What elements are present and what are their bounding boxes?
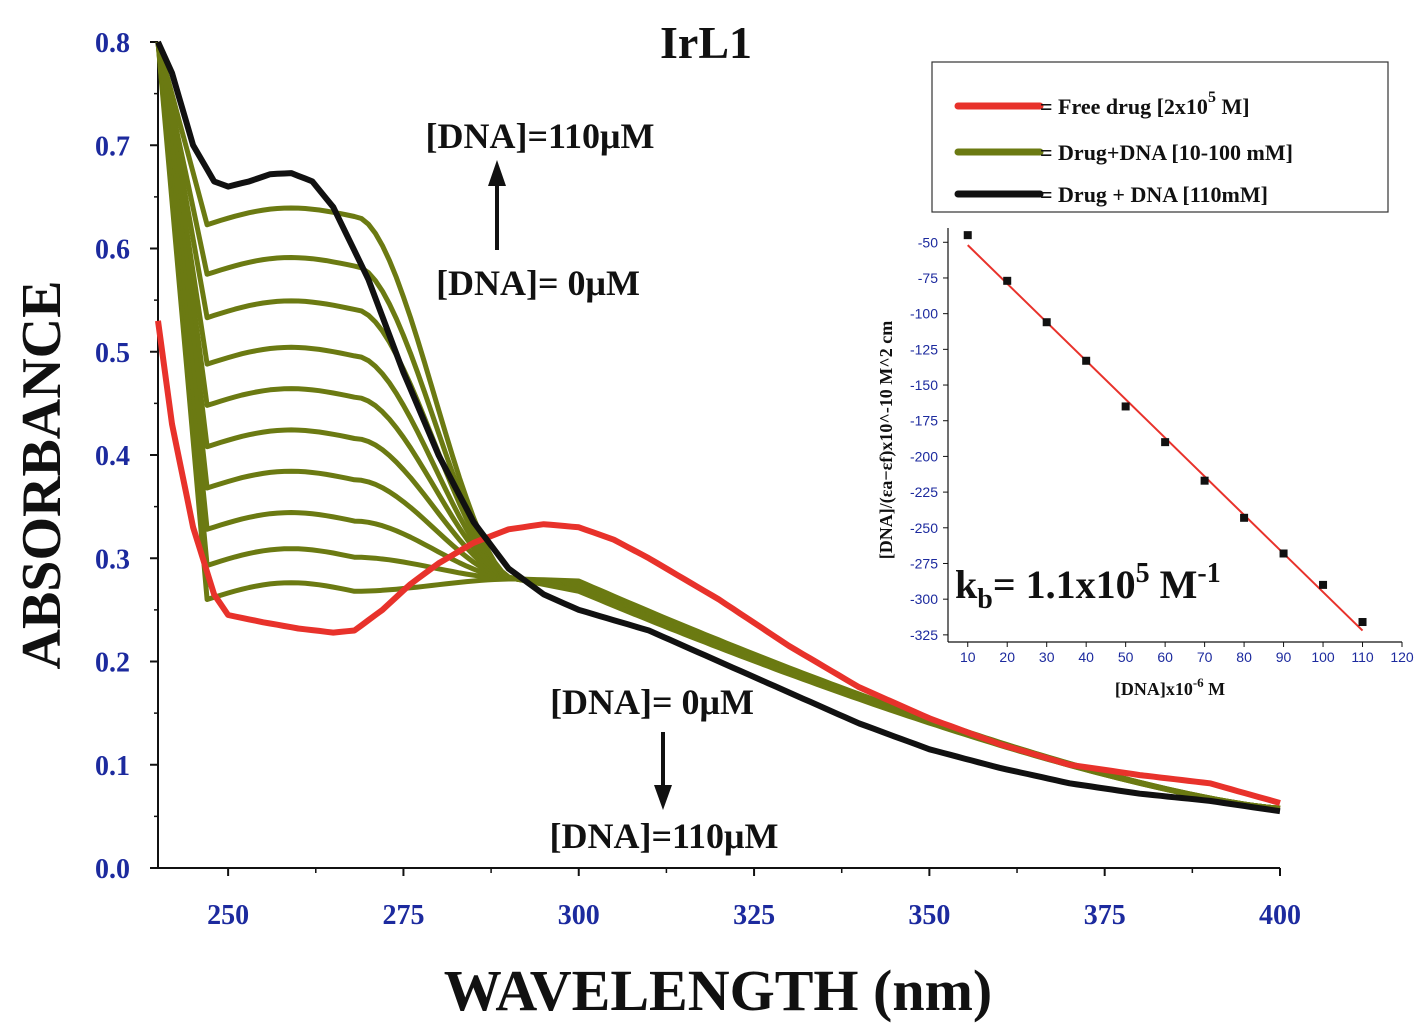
inset-y-tick-label: -250 [910,520,938,536]
inset-x-tick-label: 10 [960,649,976,665]
y-tick-label: 0.3 [95,544,130,575]
inset-x-tick-label: 100 [1311,649,1335,665]
inset-x-tick-label: 40 [1078,649,1094,665]
annotation-top-lower: [DNA]= 0μM [436,263,640,303]
svg-text:= Drug + DNA [110mM]: = Drug + DNA [110mM] [1040,182,1268,207]
y-axis-title: ABSORBANCE [11,281,73,670]
inset-x-tick-label: 20 [999,649,1015,665]
x-tick-label: 300 [558,900,600,931]
inset-x-tick-label: 30 [1039,649,1055,665]
inset-data-point [1161,438,1170,447]
inset-data-point [1279,549,1288,558]
y-tick-label: 0.5 [95,338,130,369]
y-tick-label: 0.6 [95,235,130,266]
inset-data-point [1240,513,1249,522]
svg-text:= Free drug [2x105 M]: = Free drug [2x105 M] [1040,89,1250,119]
inset-x-tick-label: 90 [1276,649,1292,665]
annotation-bottom-lower: [DNA]=110μM [550,816,779,856]
inset-y-tick-label: -325 [910,627,938,643]
kb-annotation: kb= 1.1x105 M-1 [955,558,1221,615]
inset-data-point [1042,318,1051,327]
inset-y-axis-title: [DNA]/(εa−εf)x10^-10 M^2 cm [876,321,897,560]
x-tick-label: 400 [1259,900,1301,931]
inset-y-tick-label: -50 [918,234,938,250]
inset-chart: -50 -75 -100 -125 -150 -175 -200 -225 -250 -275 -3… [910,228,1414,665]
inset-data-point [1200,476,1209,485]
inset-y-tick-label: -75 [918,270,938,286]
x-tick-label: 350 [908,900,950,931]
inset-y-tick-label: -150 [910,377,938,393]
annotation-top-upper: [DNA]=110μM [426,116,655,156]
legend-item-drug-dna: = Drug+DNA [10-100 mM] [954,140,1293,165]
arrow-down [654,732,672,810]
inset-x-tick-label: 70 [1197,649,1213,665]
inset-x-tick-label: 120 [1390,649,1414,665]
arrow-up [488,160,506,250]
inset-x-axis-title: [DNA]x10-6 M [1115,675,1225,699]
main-plot: 0.0 0.1 0.2 0.3 0.4 0.5 0.6 0.7 0.8 250 275 300 325 3… [95,28,1301,931]
inset-data-point [1319,580,1328,589]
inset-fit-line [967,244,1364,632]
inset-y-tick-label: -100 [910,306,938,322]
y-tick-label: 0.0 [95,854,130,885]
inset-x-tick-label: 110 [1351,649,1374,665]
y-tick-label: 0.7 [95,131,130,162]
inset-y-tick-label: -200 [910,448,938,464]
x-tick-label: 250 [207,900,249,931]
y-tick-label: 0.1 [95,751,130,782]
x-tick-label: 275 [382,900,424,931]
inset-y-tick-label: -275 [910,555,938,571]
inset-x-tick-label: 80 [1236,649,1252,665]
svg-text:= Drug+DNA [10-100 mM]: = Drug+DNA [10-100 mM] [1040,140,1293,165]
inset-data-point [1121,402,1130,411]
inset-y-tick-label: -125 [910,341,938,357]
x-tick-label: 325 [733,900,775,931]
legend-item-free-drug: = Free drug [2x105 M] [954,89,1250,119]
legend: = Free drug [2x105 M] = Drug+DNA [10-100… [931,61,1389,213]
inset-data-point [1082,356,1091,365]
y-tick-label: 0.4 [95,441,130,472]
inset-y-tick-label: -175 [910,413,938,429]
chart-title: IrL1 [660,17,752,68]
legend-item-drug-dna-110: = Drug + DNA [110mM] [954,182,1268,207]
series-drug-dna-line [155,41,1281,811]
annotation-bottom-upper: [DNA]= 0μM [550,682,754,722]
inset-y-tick-label: -300 [910,591,938,607]
inset-data-point [1003,276,1012,285]
y-tick-label: 0.8 [95,28,130,59]
y-tick-label: 0.2 [95,648,130,679]
x-axis-title: WAVELENGTH (nm) [444,958,992,1023]
series-free-drug-line [155,320,1281,806]
inset-y-tick-label: -225 [910,484,938,500]
series-drug-dna-110-line [155,40,1281,815]
inset-data-point [1358,618,1367,627]
x-tick-label: 375 [1084,900,1126,931]
inset-data-point [963,231,972,240]
inset-x-tick-label: 60 [1157,649,1173,665]
inset-x-tick-label: 50 [1118,649,1134,665]
